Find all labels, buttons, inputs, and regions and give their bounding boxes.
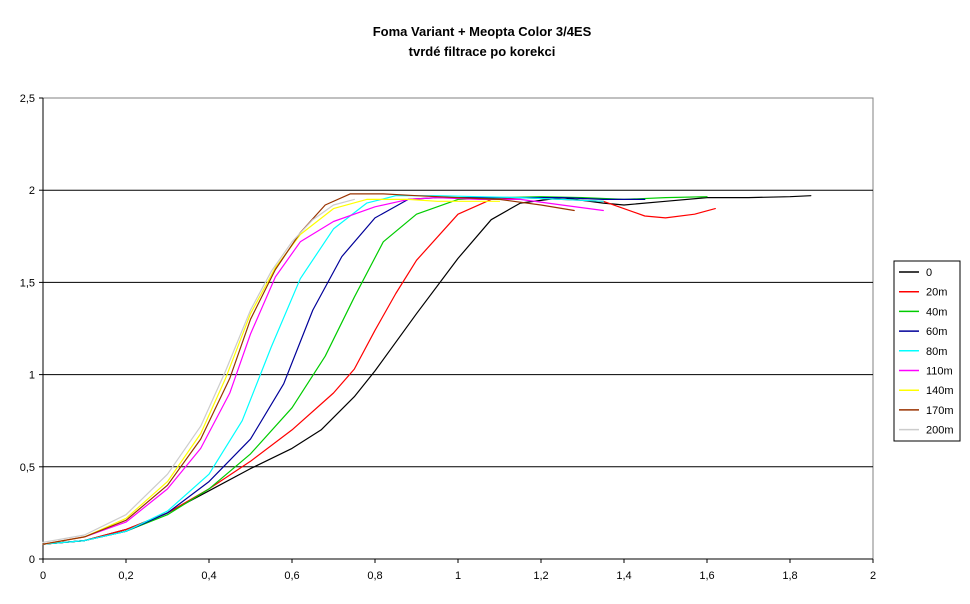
series-line-200m bbox=[42, 198, 355, 543]
x-tick-label: 1,6 bbox=[699, 570, 714, 582]
legend-label: 0 bbox=[926, 267, 932, 279]
x-tick-label: 0,2 bbox=[118, 570, 133, 582]
x-tick-label: 1 bbox=[455, 570, 461, 582]
legend-label: 200m bbox=[926, 425, 954, 437]
chart-subtitle: tvrdé filtrace po korekci bbox=[409, 44, 556, 59]
series-line-40m bbox=[42, 196, 708, 545]
x-tick-label: 1,4 bbox=[616, 570, 631, 582]
y-tick-label: 0 bbox=[29, 554, 35, 566]
legend-label: 110m bbox=[926, 366, 953, 378]
x-tick-label: 2 bbox=[870, 570, 876, 582]
x-tick-label: 0 bbox=[40, 570, 46, 582]
x-tick-label: 0,4 bbox=[201, 570, 216, 582]
x-tick-label: 0,8 bbox=[367, 570, 382, 582]
y-tick-label: 1 bbox=[29, 370, 35, 382]
gridlines bbox=[43, 189, 873, 468]
legend-label: 80m bbox=[926, 346, 947, 358]
x-tick-label: 0,6 bbox=[284, 570, 299, 582]
legend-label: 40m bbox=[926, 306, 947, 318]
x-tick-label: 1,2 bbox=[533, 570, 548, 582]
legend: 0 20m 40m 60m 80m 110m 140m 170m 200m bbox=[893, 260, 961, 442]
x-tick-label: 1,8 bbox=[782, 570, 797, 582]
y-axis-ticks: 0 0,5 1 1,5 2 2,5 bbox=[20, 93, 43, 566]
series-lines bbox=[42, 193, 812, 545]
legend-label: 60m bbox=[926, 326, 947, 338]
y-tick-label: 1,5 bbox=[20, 277, 35, 289]
plot-area bbox=[42, 97, 874, 560]
chart-title: Foma Variant + Meopta Color 3/4ES bbox=[373, 24, 592, 39]
legend-label: 20m bbox=[926, 287, 947, 299]
series-line-20m bbox=[42, 197, 716, 545]
x-axis-ticks: 0 0,2 0,4 0,6 0,8 1 1,2 1,4 1,6 1,8 2 bbox=[40, 559, 876, 582]
series-line-80m bbox=[42, 195, 604, 545]
y-tick-label: 2 bbox=[29, 185, 35, 197]
y-tick-label: 2,5 bbox=[20, 93, 35, 105]
y-tick-label: 0,5 bbox=[20, 462, 35, 474]
legend-label: 170m bbox=[926, 405, 954, 417]
legend-label: 140m bbox=[926, 385, 954, 397]
series-line-140m bbox=[42, 198, 501, 545]
